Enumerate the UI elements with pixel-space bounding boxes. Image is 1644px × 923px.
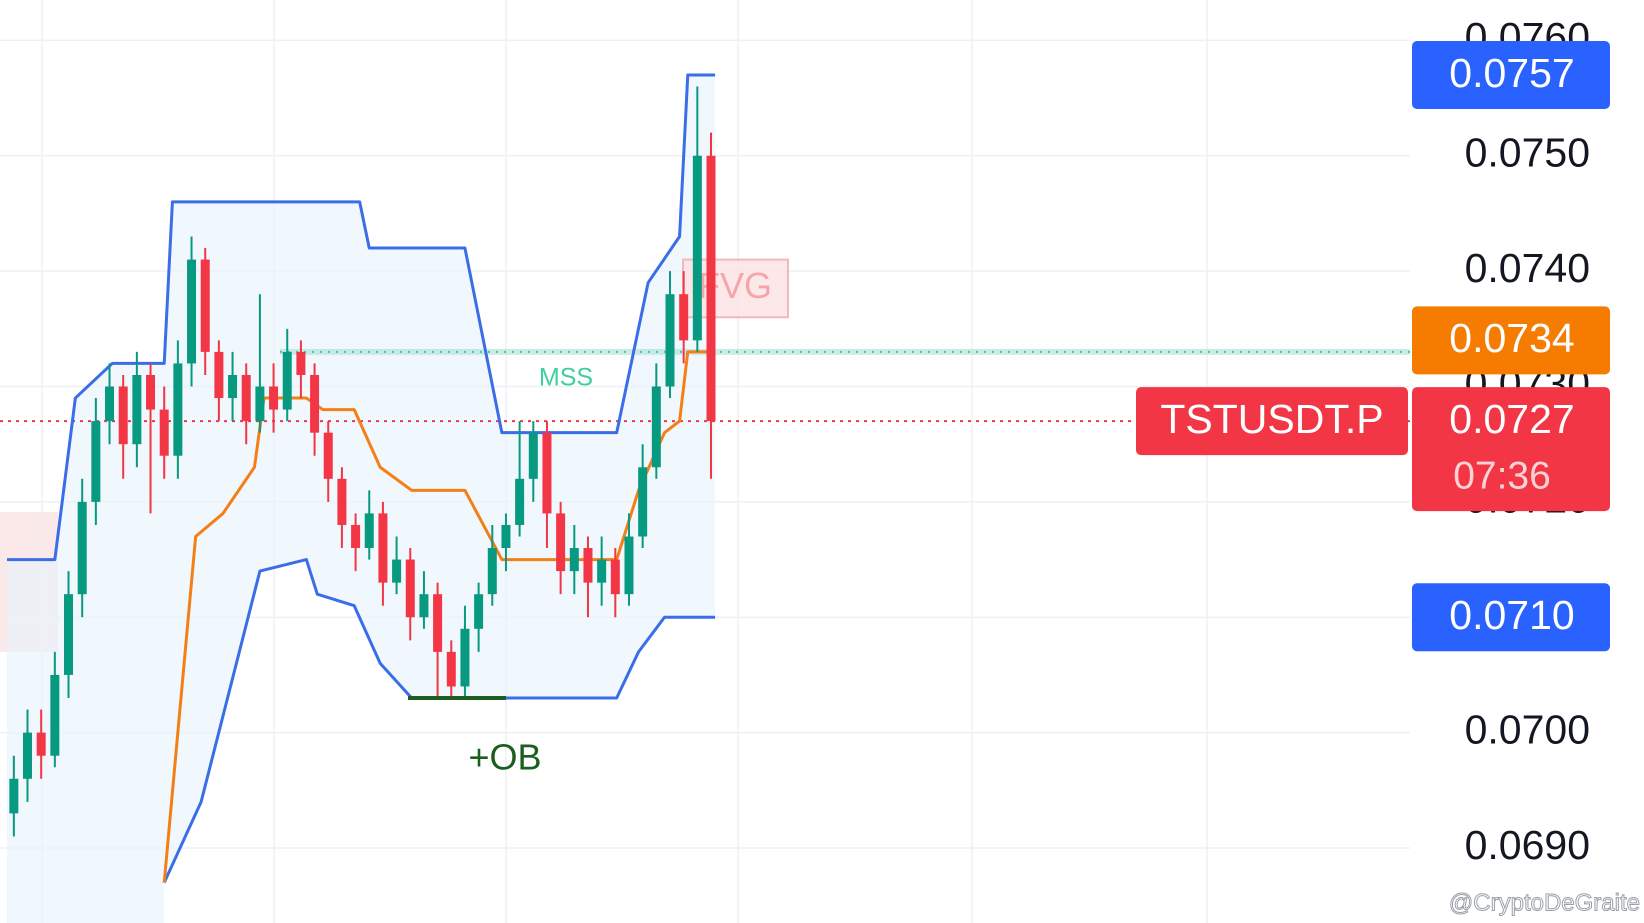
candle-body	[9, 778, 19, 814]
watermark: @CryptoDeGraite	[1449, 889, 1640, 916]
symbol-badge	[1136, 387, 1408, 456]
candle-body	[241, 374, 251, 422]
mss-label: MSS	[539, 364, 593, 392]
candle-body	[23, 732, 33, 779]
candle-body	[556, 513, 566, 572]
y-tick-label: 0.0700	[1465, 706, 1590, 752]
candle-body	[624, 536, 634, 595]
candle-body	[569, 548, 579, 572]
symbol-label: TSTUSDT.P	[1160, 396, 1383, 442]
candle-body	[528, 432, 538, 479]
candle-body	[214, 351, 224, 399]
candle-body	[378, 513, 388, 583]
candle-body	[501, 524, 511, 549]
candle-body	[91, 421, 101, 502]
candle-body	[446, 651, 456, 687]
candle-body	[132, 374, 142, 445]
price-badge-label: 0.0710	[1449, 592, 1574, 638]
candle-body	[651, 386, 661, 468]
candle-body	[337, 478, 347, 525]
candle-body	[187, 259, 197, 364]
candle-body	[296, 351, 306, 375]
price-badge	[1412, 306, 1610, 375]
candle-body	[36, 732, 46, 756]
candle-body	[105, 386, 115, 422]
candle-body	[597, 559, 607, 583]
price-badge	[1412, 40, 1610, 109]
candle-body	[364, 513, 374, 549]
candle-body	[146, 374, 156, 410]
indicator-line	[162, 558, 716, 884]
candle-body	[692, 155, 702, 341]
candle-body	[310, 374, 320, 433]
candle-body	[392, 559, 402, 583]
candle-body	[200, 259, 210, 352]
candle-body	[173, 363, 183, 456]
candle-body	[706, 155, 716, 422]
ob-label: +OB	[468, 737, 541, 778]
candle-body	[118, 386, 128, 445]
candle-body	[679, 294, 689, 341]
candle-body	[419, 594, 429, 618]
candle-body	[64, 594, 74, 675]
candle-body	[610, 559, 620, 595]
candle-body	[351, 524, 361, 549]
price-badge	[1412, 583, 1610, 652]
band-fill	[7, 74, 716, 923]
indicator-line	[7, 73, 716, 562]
candle-body	[542, 432, 552, 514]
candle-body	[474, 594, 484, 629]
candle-body	[50, 674, 60, 756]
candle-body	[159, 409, 169, 456]
candle-body	[515, 478, 525, 525]
candle-body	[255, 386, 265, 422]
candle-body	[460, 628, 470, 687]
last-price-label: 0.0727	[1449, 396, 1574, 442]
indicator-line	[162, 350, 716, 883]
candle-body	[433, 594, 443, 652]
candle-body	[282, 351, 292, 410]
candle-body	[323, 432, 333, 479]
last-price-badge	[1412, 387, 1610, 512]
y-tick-label: 0.0690	[1465, 822, 1590, 868]
candle-body	[405, 559, 415, 618]
candle-body	[77, 501, 87, 595]
countdown-label: 07:36	[1453, 454, 1551, 497]
candle-body	[487, 548, 497, 595]
price-badge-label: 0.0757	[1449, 50, 1574, 96]
price-badge-label: 0.0734	[1449, 315, 1574, 361]
y-tick-label: 0.0740	[1465, 245, 1590, 291]
candle-body	[269, 386, 279, 410]
candle-body	[228, 374, 238, 399]
candle-body	[583, 548, 593, 583]
candle-body	[665, 294, 675, 387]
candle-body	[638, 467, 648, 537]
y-tick-label: 0.0750	[1465, 130, 1590, 176]
